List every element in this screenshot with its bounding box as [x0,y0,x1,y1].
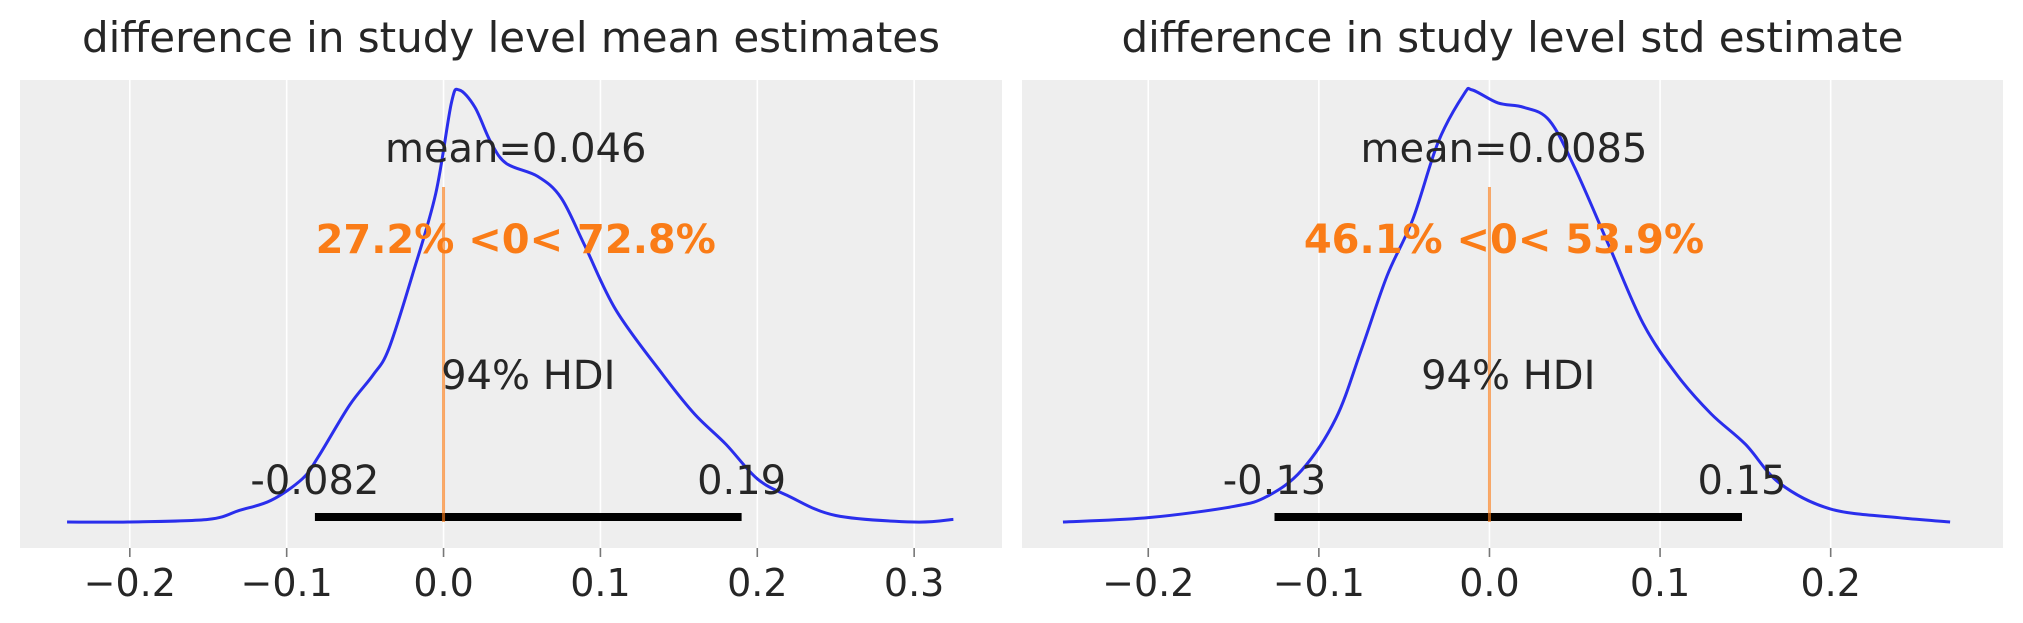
hdi-label: 94% HDI [1421,353,1595,399]
reference-probability-label: 27.2% <0< 72.8% [316,217,716,263]
plot-area [20,80,1002,548]
x-tick-label: −0.2 [1102,561,1194,605]
mean-label: mean=0.046 [385,126,646,172]
subplot-1: difference in study level mean estimates… [20,13,1002,605]
hdi-label: 94% HDI [441,353,615,399]
reference-probability-label: 46.1% <0< 53.9% [1304,217,1704,263]
x-tick-label: −0.1 [241,561,333,605]
hdi-high-label: 0.15 [1697,458,1786,504]
chart-title: difference in study level mean estimates [82,13,940,62]
hdi-low-label: -0.082 [250,458,379,504]
chart-title: difference in study level std estimate [1121,13,1903,62]
density-curve [1062,86,1951,524]
hdi-high-label: 0.19 [697,458,786,504]
x-tick-label: 0.2 [1800,561,1860,605]
density-curve [67,87,954,524]
x-tick-label: 0.1 [570,561,630,605]
x-tick-label: 0.0 [413,561,473,605]
plot-area [1022,80,2003,548]
subplot-2: difference in study level std estimate −0… [1022,13,2003,605]
x-tick-label: −0.1 [1273,561,1365,605]
hdi-low-label: -0.13 [1223,458,1327,504]
x-tick-label: 0.0 [1459,561,1519,605]
mean-label: mean=0.0085 [1361,126,1648,172]
x-tick-label: 0.3 [884,561,944,605]
x-tick-label: 0.2 [727,561,787,605]
x-tick-label: −0.2 [84,561,176,605]
x-tick-label: 0.1 [1630,561,1690,605]
